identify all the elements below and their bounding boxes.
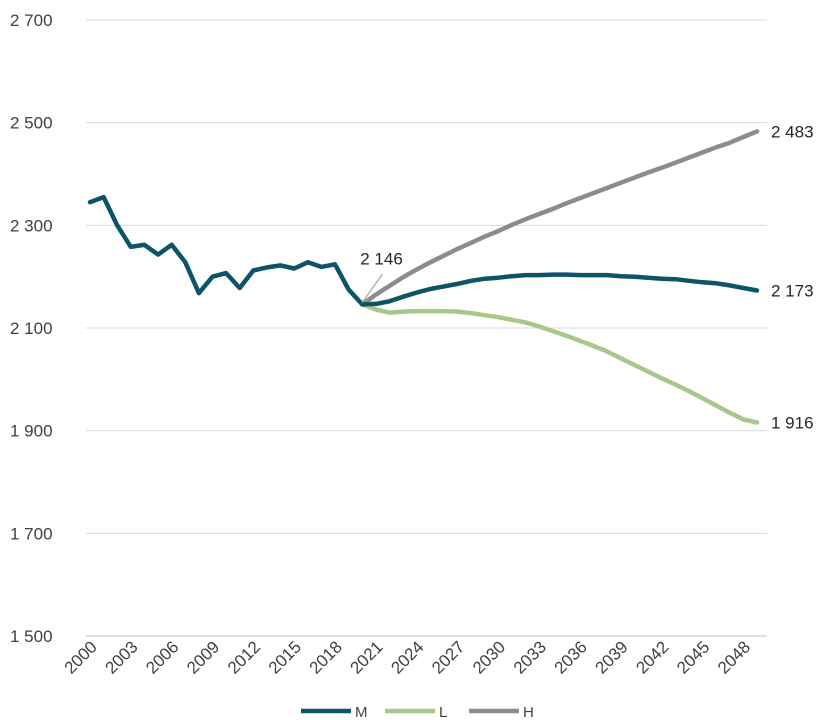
- y-tick-label: 2 500: [10, 114, 53, 133]
- series-line-L: [359, 302, 760, 425]
- y-tick-label: 2 300: [10, 216, 53, 235]
- x-tick-label: 2045: [673, 637, 713, 677]
- end-label-L: 1 916: [771, 413, 814, 432]
- legend-item-H: H: [469, 704, 534, 720]
- legend-item-L: L: [385, 704, 447, 720]
- x-tick-label: 2030: [469, 637, 509, 677]
- y-tick-label: 1 500: [10, 627, 53, 646]
- y-tick-label: 2 700: [10, 11, 53, 30]
- y-tick-label: 1 700: [10, 524, 53, 543]
- y-axis-tick-labels: 1 500 1 700 1 900 2 100 2 300 2 500 2 700: [10, 11, 53, 646]
- x-tick-label: 2024: [387, 637, 427, 677]
- y-tick-label: 2 100: [10, 319, 53, 338]
- legend-item-M: M: [301, 704, 368, 720]
- legend-label: L: [439, 704, 447, 720]
- annotation-leader-line: [361, 274, 383, 303]
- x-tick-label: 2042: [632, 637, 672, 677]
- x-axis-tick-labels: 2000 2003 2006 2009 2012 2015 2018 2021 2024 2027…: [61, 637, 755, 677]
- y-tick-label: 1 900: [10, 422, 53, 441]
- x-tick-label: 2039: [592, 637, 632, 677]
- x-tick-label: 2036: [551, 637, 591, 677]
- end-label-H: 2 483: [771, 122, 814, 141]
- x-tick-label: 2012: [224, 637, 264, 677]
- end-label-M: 2 173: [771, 282, 814, 301]
- series-line-M: [87, 194, 760, 307]
- legend-label: H: [523, 704, 534, 720]
- annotation-label: 2 146: [360, 249, 403, 268]
- x-tick-label: 2048: [714, 637, 754, 677]
- x-tick-label: 2021: [347, 637, 387, 677]
- x-tick-label: 2015: [265, 637, 305, 677]
- x-tick-label: 2006: [142, 637, 182, 677]
- annotations: 2 146 2 483 2 173 1 916: [360, 122, 813, 432]
- x-tick-label: 2003: [101, 637, 141, 677]
- x-tick-label: 2033: [510, 637, 550, 677]
- legend-label: M: [355, 704, 368, 720]
- x-tick-label: 2000: [61, 637, 101, 677]
- gridlines: [86, 19, 767, 534]
- x-tick-label: 2009: [183, 637, 223, 677]
- x-tick-label: 2027: [428, 637, 468, 677]
- x-tick-label: 2018: [306, 637, 346, 677]
- series-line-H: [359, 129, 760, 307]
- series-lines: [87, 129, 760, 425]
